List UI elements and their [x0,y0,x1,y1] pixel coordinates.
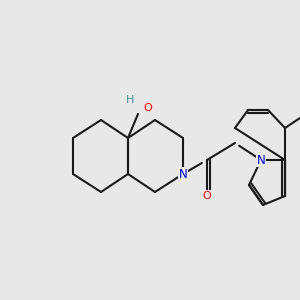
Text: H: H [126,95,134,105]
Text: N: N [256,154,266,166]
Text: O: O [202,191,211,201]
Text: O: O [144,103,152,113]
Text: N: N [178,167,188,181]
